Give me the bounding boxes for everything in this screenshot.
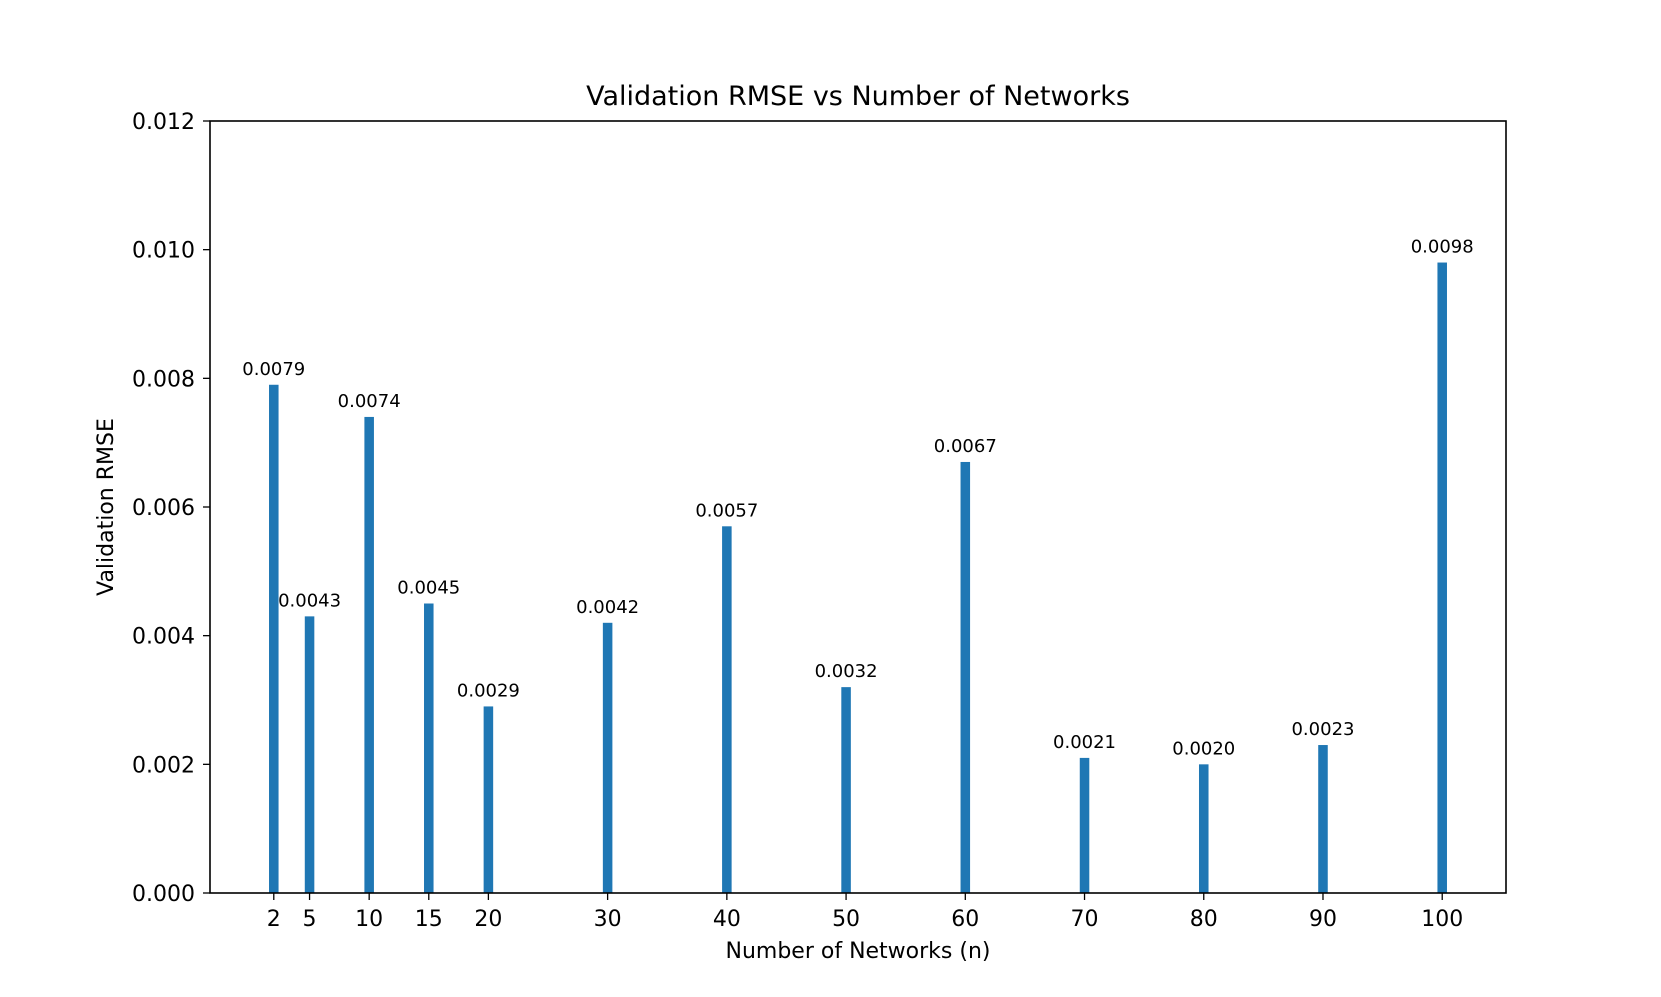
y-axis: 0.000 0.002 0.004 0.006 0.008 0.010 0.012 bbox=[132, 110, 210, 907]
bar-n-20 bbox=[483, 706, 494, 893]
y-tick-label-0.004: 0.004 bbox=[132, 625, 195, 650]
bar-n-80 bbox=[1198, 764, 1209, 893]
data-label-n-60: 0.0067 bbox=[934, 436, 997, 457]
y-tick-label-0.006: 0.006 bbox=[132, 496, 195, 521]
x-tick-label-40: 40 bbox=[713, 907, 741, 932]
bar-n-40 bbox=[722, 526, 732, 893]
data-label-n-50: 0.0032 bbox=[815, 661, 878, 682]
chart-title: Validation RMSE vs Number of Networks bbox=[586, 81, 1130, 112]
x-tick-label-30: 30 bbox=[594, 907, 622, 932]
x-tick-label-2: 2 bbox=[267, 907, 281, 932]
x-tick-label-90: 90 bbox=[1309, 907, 1337, 932]
x-tick-label-10: 10 bbox=[355, 907, 383, 932]
bar-n-70 bbox=[1079, 757, 1090, 893]
bar-n-15 bbox=[424, 603, 434, 893]
x-axis: 2 5 10 15 20 30 40 50 60 70 80 90 100 bbox=[267, 893, 1463, 932]
bar-n-10 bbox=[364, 416, 374, 893]
x-tick-label-5: 5 bbox=[303, 907, 317, 932]
x-tick-label-70: 70 bbox=[1071, 907, 1099, 932]
x-tick-label-100: 100 bbox=[1421, 907, 1463, 932]
x-tick-label-60: 60 bbox=[951, 907, 979, 932]
data-label-n-15: 0.0045 bbox=[397, 578, 460, 599]
bar-n-5 bbox=[304, 616, 315, 893]
bar-n-50 bbox=[841, 687, 851, 893]
x-tick-label-15: 15 bbox=[415, 907, 443, 932]
x-tick-label-80: 80 bbox=[1190, 907, 1218, 932]
data-label-n-70: 0.0021 bbox=[1053, 732, 1116, 753]
bar-n-100 bbox=[1437, 262, 1447, 893]
data-label-n-5: 0.0043 bbox=[278, 590, 341, 611]
x-tick-label-20: 20 bbox=[474, 907, 502, 932]
x-tick-label-50: 50 bbox=[832, 907, 860, 932]
bars-group bbox=[269, 262, 1447, 893]
data-label-n-40: 0.0057 bbox=[695, 500, 758, 521]
bar-n-90 bbox=[1318, 745, 1328, 893]
x-axis-label: Number of Networks (n) bbox=[726, 939, 991, 964]
data-label-n-20: 0.0029 bbox=[457, 680, 520, 701]
data-labels-group: 0.0079 0.0043 0.0074 0.0045 0.0029 0.0042 0.00… bbox=[242, 237, 1473, 760]
data-label-n-30: 0.0042 bbox=[576, 597, 639, 618]
y-tick-label-0.008: 0.008 bbox=[132, 367, 195, 392]
data-label-n-100: 0.0098 bbox=[1411, 237, 1474, 258]
data-label-n-90: 0.0023 bbox=[1291, 719, 1354, 740]
plot-area-frame bbox=[209, 120, 1507, 894]
y-tick-label-0.012: 0.012 bbox=[132, 110, 195, 135]
y-axis-label: Validation RMSE bbox=[94, 418, 119, 596]
bar-n-30 bbox=[602, 622, 613, 893]
y-tick-label-0.002: 0.002 bbox=[132, 753, 195, 778]
data-label-n-2: 0.0079 bbox=[242, 359, 305, 380]
y-tick-label-0.000: 0.000 bbox=[132, 882, 195, 907]
y-tick-label-0.010: 0.010 bbox=[132, 239, 195, 264]
data-label-n-80: 0.0020 bbox=[1172, 738, 1235, 759]
bar-n-60 bbox=[960, 461, 971, 893]
bar-n-2 bbox=[269, 384, 279, 893]
data-label-n-10: 0.0074 bbox=[338, 391, 401, 412]
